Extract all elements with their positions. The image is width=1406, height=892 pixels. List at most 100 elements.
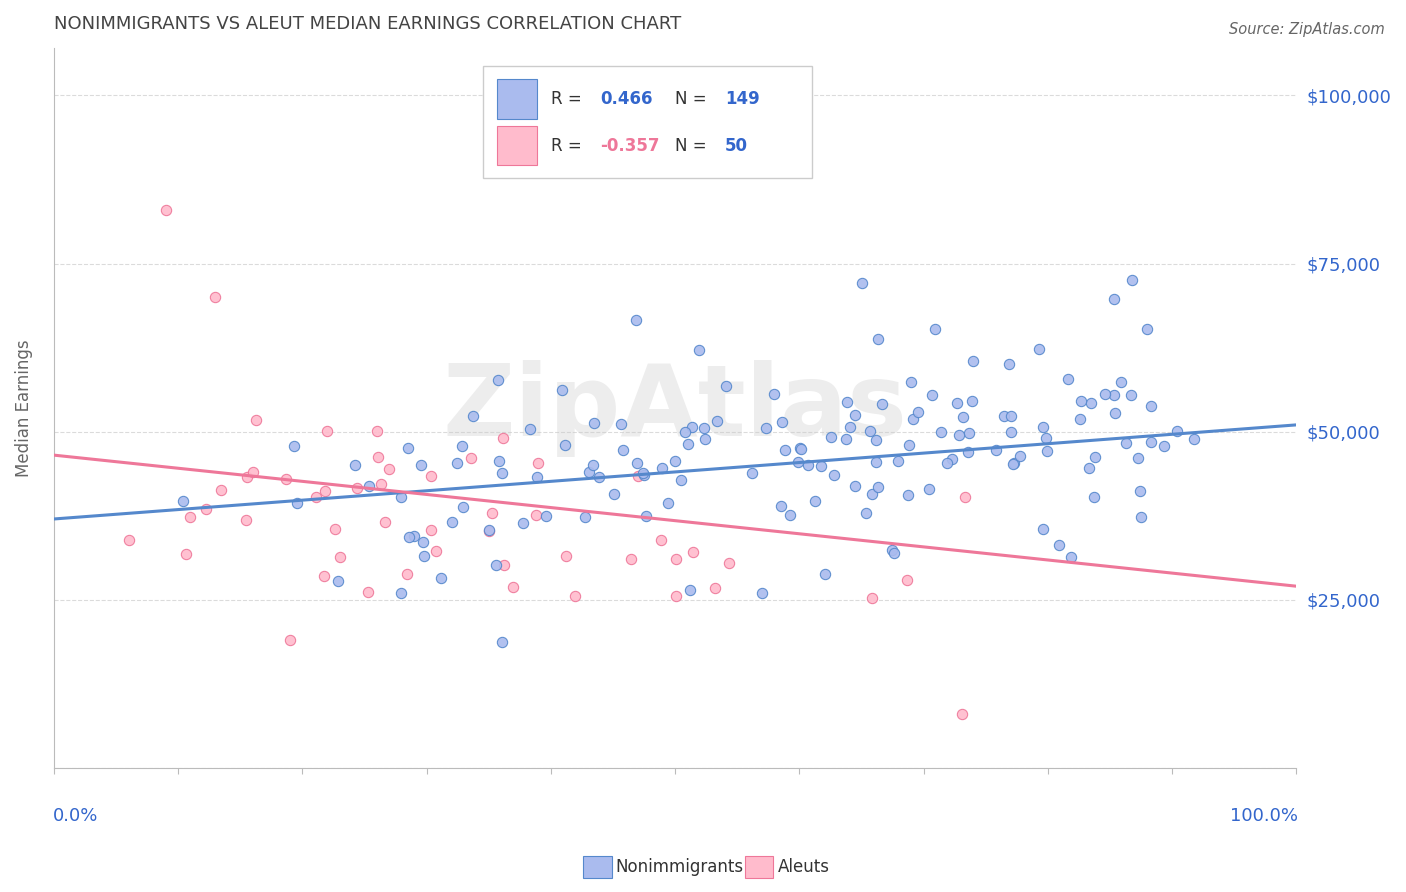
Text: 0.0%: 0.0% [52,807,98,825]
Point [898,438,921,452]
Text: Source: ZipAtlas.com: Source: ZipAtlas.com [1229,22,1385,37]
Point [492,431,515,445]
Point [367,450,389,465]
Point [773,442,796,457]
Point [681,420,703,434]
Point [860,487,883,501]
Point [478,524,501,538]
Point [1002,456,1025,470]
Point [948,427,970,442]
Point [921,388,943,402]
Point [172,494,194,508]
Point [754,421,776,435]
Point [866,332,889,346]
Point [412,534,434,549]
Point [1032,419,1054,434]
Point [814,566,837,581]
Point [835,432,858,446]
Point [612,442,634,457]
Point [665,589,688,603]
Point [900,375,922,389]
Text: Aleuts: Aleuts [778,858,830,876]
Text: 0.466: 0.466 [600,90,652,108]
Point [851,277,873,291]
Point [463,409,485,423]
Point [326,574,349,589]
Point [581,458,603,472]
Point [446,456,468,470]
Point [620,552,643,566]
Point [678,437,700,451]
Point [810,458,832,473]
Point [823,468,845,483]
Point [962,353,984,368]
Text: N =: N = [675,136,711,154]
Point [118,533,141,547]
Point [882,543,904,558]
Point [285,496,308,510]
Point [650,533,672,548]
Point [844,408,866,422]
Point [502,581,524,595]
Point [1129,483,1152,498]
Point [955,491,977,505]
Point [1121,273,1143,287]
Point [588,470,610,484]
Point [1002,457,1025,471]
Point [554,438,576,452]
Point [984,442,1007,457]
Point [907,405,929,419]
Point [242,465,264,479]
Point [924,322,946,336]
Point [325,522,347,536]
Point [574,510,596,524]
Point [1080,396,1102,410]
Point [1136,322,1159,336]
Point [564,589,586,603]
Point [883,546,905,560]
Point [524,508,547,523]
Point [1000,425,1022,440]
Point [425,544,447,558]
Text: 100.0%: 100.0% [1230,807,1298,825]
Point [419,468,441,483]
Point [669,473,692,487]
Point [946,395,969,409]
Point [236,470,259,484]
Point [346,481,368,495]
Point [389,586,412,600]
Point [1060,549,1083,564]
Point [664,552,686,566]
Point [481,507,503,521]
Point [194,501,217,516]
Point [1115,436,1137,450]
Point [762,386,785,401]
Point [626,456,648,470]
Point [1028,342,1050,356]
Point [626,469,648,483]
Point [957,426,980,441]
Point [413,549,436,563]
Point [555,549,578,563]
Text: R =: R = [551,136,586,154]
Point [396,441,419,455]
Point [488,454,510,468]
Point [1126,451,1149,466]
Point [491,466,513,480]
Point [789,441,811,455]
Point [494,558,516,572]
Point [478,523,501,537]
Point [631,466,654,480]
Point [941,452,963,467]
Point [865,433,887,447]
Point [441,515,464,529]
Point [751,586,773,600]
Point [179,509,201,524]
FancyBboxPatch shape [498,79,537,119]
Point [950,706,973,721]
Point [838,420,860,434]
Point [741,467,763,481]
Point [688,343,710,357]
Point [624,313,647,327]
Point [486,373,509,387]
